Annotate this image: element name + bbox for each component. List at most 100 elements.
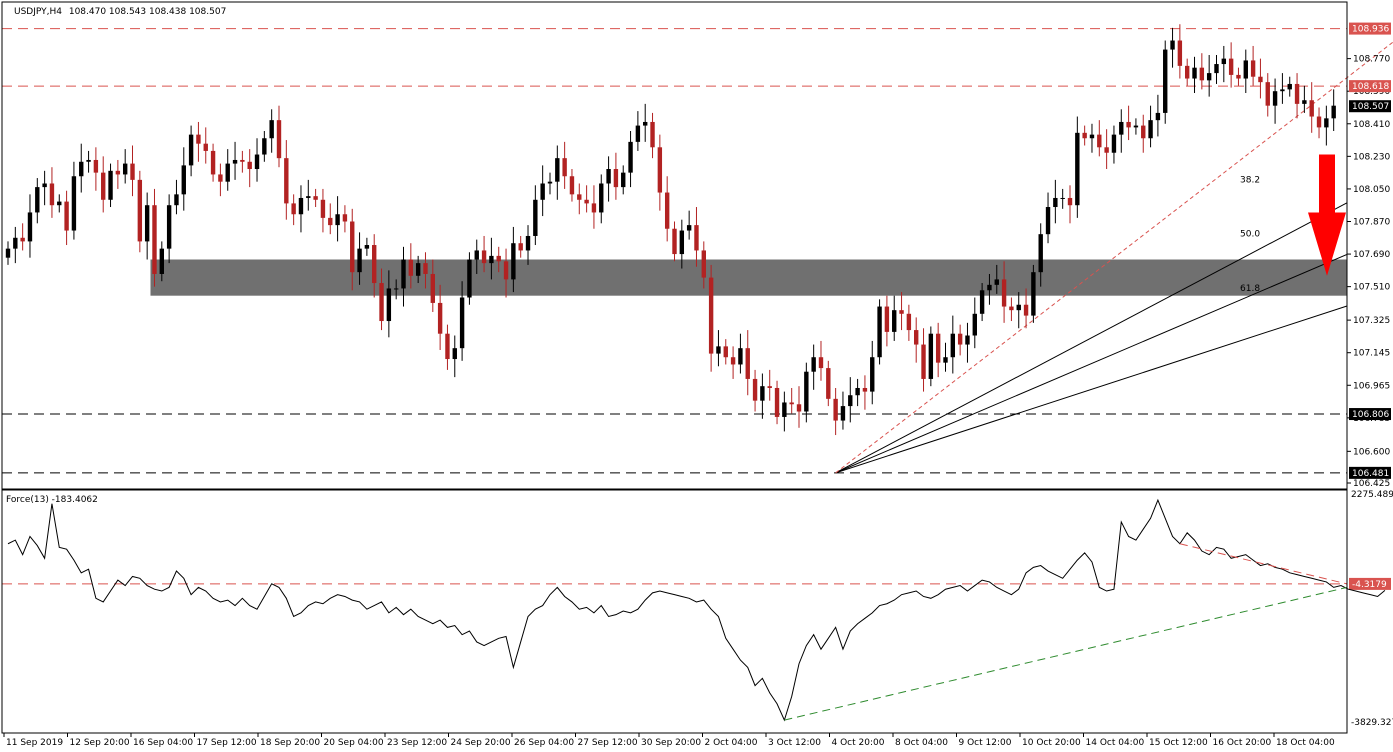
candle-body (262, 138, 267, 155)
candle-body (423, 263, 428, 274)
time-label: 30 Sep 20:00 (641, 738, 701, 748)
price-tick-label: 107.870 (1353, 217, 1390, 227)
candle-body (415, 263, 421, 276)
candle-body (621, 172, 626, 188)
candle-body (1331, 105, 1336, 119)
candle-body (804, 371, 809, 412)
candle-body (716, 346, 721, 354)
price-tick-label: 107.510 (1353, 283, 1390, 293)
current-price-label: 108.507 (1352, 102, 1389, 112)
candle-body (1016, 304, 1021, 311)
candle-body (276, 120, 282, 159)
time-label: 27 Sep 12:00 (578, 738, 638, 748)
candle-body (1250, 60, 1256, 77)
candle-body (1287, 83, 1292, 90)
candle-body (701, 250, 706, 278)
candle-body (1170, 40, 1175, 50)
candle-body (1199, 67, 1205, 81)
candle-body (789, 402, 794, 405)
candle-body (20, 237, 25, 242)
candle-body (1184, 65, 1190, 79)
candle-body (27, 212, 33, 242)
level-badge (1349, 408, 1391, 421)
time-label: 24 Sep 20:00 (451, 738, 511, 748)
candle-body (1038, 234, 1043, 273)
candle-body (935, 333, 941, 363)
candle-body (130, 163, 135, 180)
candle-body (489, 255, 494, 264)
zones-layer (150, 259, 1347, 296)
candle-body (93, 159, 99, 173)
candle-body (13, 237, 18, 249)
price-tick-label: 108.050 (1353, 185, 1390, 195)
candle-body (635, 125, 641, 142)
candle-body (899, 310, 904, 314)
candle-body (884, 306, 890, 332)
candle-body (137, 179, 143, 242)
candle-body (1272, 91, 1278, 106)
time-label: 14 Oct 04:00 (1086, 738, 1145, 748)
time-label: 2 Oct 04:00 (705, 738, 758, 748)
time-label: 11 Sep 2019 (6, 738, 63, 748)
candle-body (870, 357, 875, 392)
candle-body (364, 245, 370, 249)
candle-body (855, 387, 860, 396)
candle-body (335, 214, 340, 226)
candle-body (979, 290, 985, 314)
candle-body (1082, 132, 1087, 139)
candle-body (928, 333, 934, 379)
candle-body (188, 134, 194, 166)
candle-body (144, 205, 150, 242)
candle-body (694, 225, 699, 251)
candle-body (848, 395, 853, 407)
candle-body (408, 259, 414, 276)
candle-body (840, 406, 846, 421)
time-label: 18 Sep 20:00 (260, 738, 320, 748)
candle-body (86, 159, 91, 162)
candle-body (708, 277, 714, 354)
candle-body (555, 158, 560, 182)
candle-body (957, 333, 963, 345)
candle-body (240, 159, 245, 162)
candle-body (906, 313, 912, 331)
candle-body (64, 201, 69, 231)
candle-body (584, 199, 589, 204)
force-line (7, 498, 1386, 722)
time-label: 26 Sep 04:00 (514, 738, 574, 748)
time-label: 16 Oct 20:00 (1213, 738, 1272, 748)
candle-body (606, 169, 611, 184)
support-zone (150, 259, 1347, 296)
time-label: 17 Sep 12:00 (197, 738, 257, 748)
price-tick-label: 108.590 (1353, 87, 1390, 97)
candle-body (686, 225, 692, 231)
candle-body (613, 169, 619, 188)
fan-line-0.618 (835, 305, 1348, 474)
candle-body (1294, 83, 1300, 104)
symbol-label: USDJPY,H4 (14, 7, 62, 17)
candle-body (1324, 118, 1329, 128)
candle-body (745, 348, 750, 379)
force-trend-support (784, 586, 1348, 721)
candle-body (1001, 279, 1007, 307)
fan-base-line (835, 41, 1393, 474)
candle-body (643, 121, 648, 126)
candle-body (1031, 272, 1036, 316)
force-header: Force(13) -183.4062 (6, 495, 98, 505)
candle-body (496, 255, 501, 262)
candle-body (1206, 73, 1212, 81)
candle-body (1053, 197, 1058, 208)
force-trend-resistance (1179, 543, 1348, 585)
candle-body (547, 181, 553, 184)
candle-body (101, 172, 106, 200)
candle-body (1302, 100, 1307, 104)
candle-body (1023, 304, 1029, 316)
fan-line-0.5 (835, 253, 1348, 474)
candle-body (350, 221, 355, 273)
candle-body (269, 120, 274, 139)
candle-body (357, 248, 362, 273)
symbol-header: USDJPY,H4 108.470 108.543 108.438 108.50… (14, 7, 226, 17)
candle-body (562, 158, 567, 177)
candle-body (298, 197, 304, 215)
candle-body (994, 279, 999, 285)
